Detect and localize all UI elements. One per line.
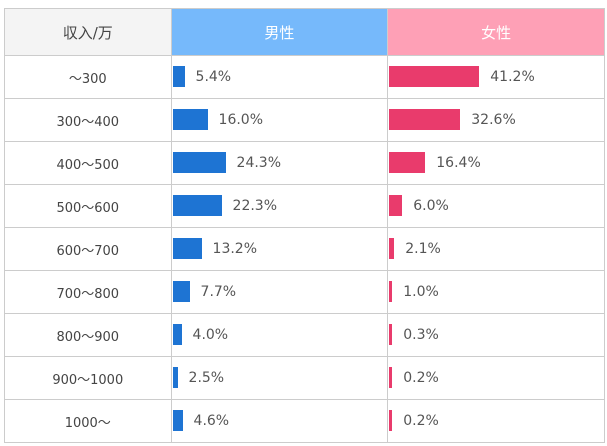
- header-male: 男性: [170, 8, 389, 56]
- female-cell: 32.6%: [387, 98, 605, 142]
- female-value-label: 0.3%: [403, 327, 439, 343]
- header-row: 収入/万 男性 女性: [4, 8, 605, 56]
- income-distribution-table: 収入/万 男性 女性 ～300 5.4% 41.2% 300～400 16.0% 32.6…: [4, 8, 605, 443]
- male-cell: 4.6%: [170, 399, 389, 443]
- male-value-label: 2.5%: [188, 370, 225, 386]
- male-bar: [172, 109, 208, 130]
- female-bar: [389, 367, 393, 388]
- female-bar: [389, 324, 393, 345]
- male-bar: [172, 66, 185, 87]
- female-value-label: 6.0%: [413, 198, 449, 214]
- female-bar: [389, 66, 480, 87]
- income-range-label: 400～500: [4, 141, 172, 185]
- female-cell: 0.2%: [387, 356, 605, 400]
- male-value-label: 4.6%: [193, 413, 230, 429]
- income-range-label: 900～1000: [4, 356, 172, 400]
- male-cell: 7.7%: [170, 270, 389, 314]
- male-bar: [172, 410, 183, 431]
- female-value-label: 0.2%: [403, 413, 439, 429]
- female-value-label: 41.2%: [490, 69, 535, 85]
- income-range-label: ～300: [4, 55, 172, 99]
- income-range-label: 500～600: [4, 184, 172, 228]
- male-bar: [172, 195, 222, 216]
- female-bar: [389, 109, 461, 130]
- male-value-label: 4.0%: [192, 327, 229, 343]
- header-female: 女性: [387, 8, 605, 56]
- female-bar: [389, 195, 403, 216]
- male-bar: [172, 152, 226, 173]
- income-range-label: 300～400: [4, 98, 172, 142]
- table-row: 800～900 4.0% 0.3%: [4, 313, 605, 357]
- male-value-label: 13.2%: [212, 241, 258, 257]
- female-value-label: 2.1%: [405, 241, 441, 257]
- table-row: 300～400 16.0% 32.6%: [4, 98, 605, 142]
- male-cell: 22.3%: [170, 184, 389, 228]
- header-income: 収入/万: [4, 8, 172, 56]
- income-range-label: 600～700: [4, 227, 172, 271]
- male-bar: [172, 281, 190, 302]
- table-row: ～300 5.4% 41.2%: [4, 55, 605, 99]
- male-value-label: 24.3%: [236, 155, 282, 171]
- male-value-label: 5.4%: [195, 69, 232, 85]
- female-cell: 16.4%: [387, 141, 605, 185]
- male-value-label: 16.0%: [218, 112, 264, 128]
- table-body: ～300 5.4% 41.2% 300～400 16.0% 32.6% 400～500 24.…: [4, 55, 605, 443]
- table-row: 400～500 24.3% 16.4%: [4, 141, 605, 185]
- female-value-label: 16.4%: [436, 155, 481, 171]
- female-cell: 41.2%: [387, 55, 605, 99]
- table-row: 500～600 22.3% 6.0%: [4, 184, 605, 228]
- female-cell: 1.0%: [387, 270, 605, 314]
- table-row: 600～700 13.2% 2.1%: [4, 227, 605, 271]
- male-cell: 5.4%: [170, 55, 389, 99]
- female-bar: [389, 152, 426, 173]
- table-row: 900～1000 2.5% 0.2%: [4, 356, 605, 400]
- male-cell: 24.3%: [170, 141, 389, 185]
- table-row: 700～800 7.7% 1.0%: [4, 270, 605, 314]
- female-bar: [389, 281, 393, 302]
- female-value-label: 0.2%: [403, 370, 439, 386]
- male-value-label: 22.3%: [232, 198, 278, 214]
- female-cell: 2.1%: [387, 227, 605, 271]
- female-cell: 0.3%: [387, 313, 605, 357]
- male-cell: 13.2%: [170, 227, 389, 271]
- male-bar: [172, 238, 202, 259]
- female-bar: [389, 410, 393, 431]
- female-bar: [389, 238, 395, 259]
- male-cell: 2.5%: [170, 356, 389, 400]
- male-cell: 4.0%: [170, 313, 389, 357]
- male-cell: 16.0%: [170, 98, 389, 142]
- female-value-label: 32.6%: [471, 112, 516, 128]
- female-cell: 0.2%: [387, 399, 605, 443]
- income-range-label: 700～800: [4, 270, 172, 314]
- table-row: 1000～ 4.6% 0.2%: [4, 399, 605, 443]
- income-range-label: 1000～: [4, 399, 172, 443]
- male-bar: [172, 367, 178, 388]
- female-value-label: 1.0%: [403, 284, 439, 300]
- income-range-label: 800～900: [4, 313, 172, 357]
- male-bar: [172, 324, 182, 345]
- male-value-label: 7.7%: [200, 284, 237, 300]
- female-cell: 6.0%: [387, 184, 605, 228]
